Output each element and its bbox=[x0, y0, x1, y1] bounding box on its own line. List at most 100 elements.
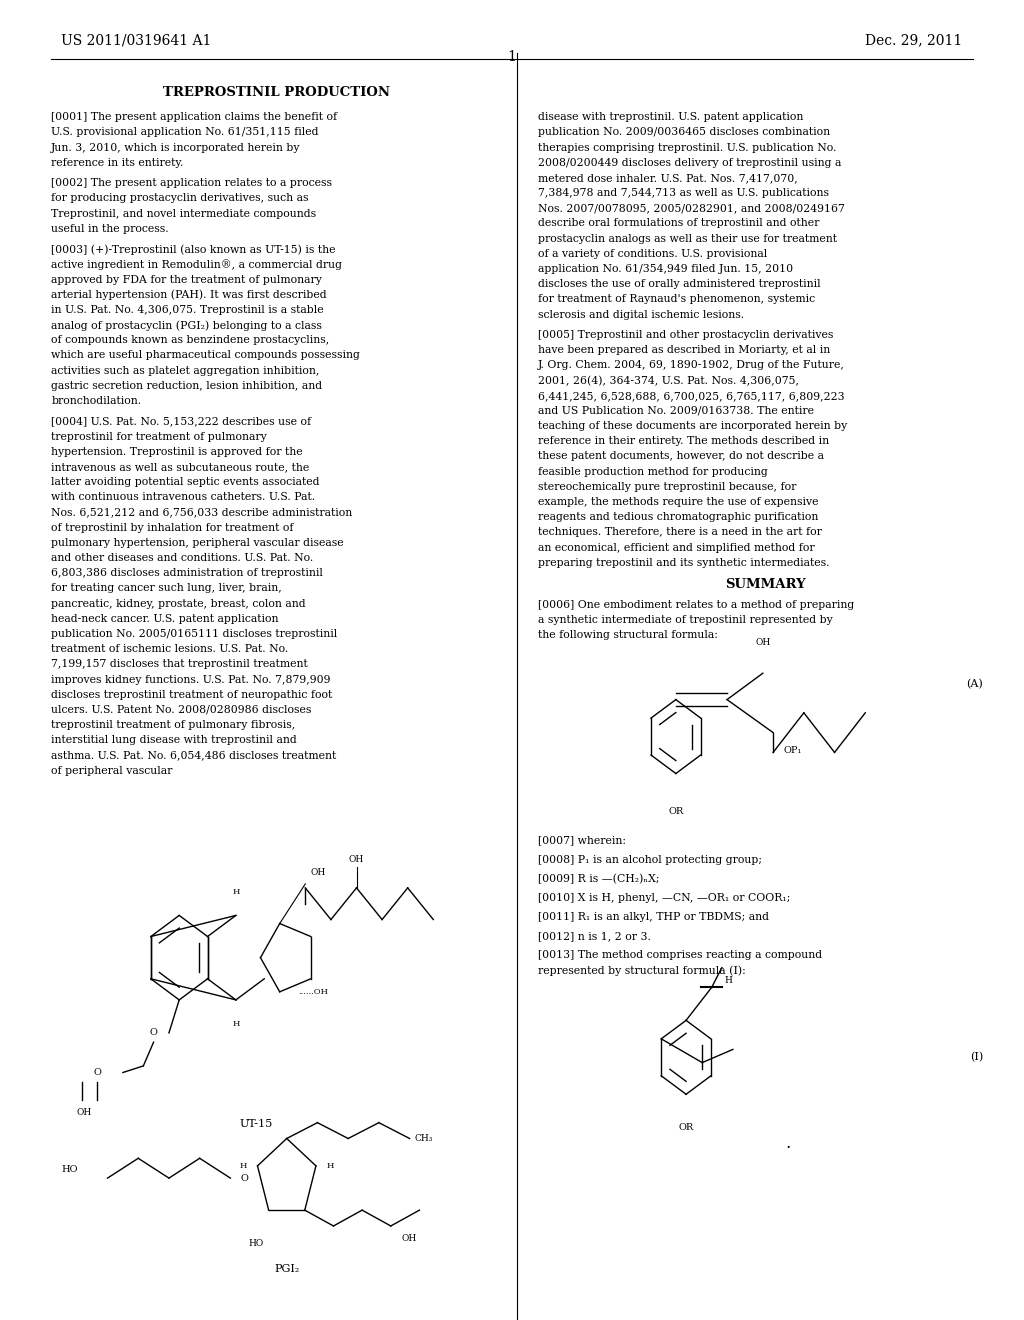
Text: techniques. Therefore, there is a need in the art for: techniques. Therefore, there is a need i… bbox=[538, 527, 821, 537]
Text: ulcers. U.S. Patent No. 2008/0280986 discloses: ulcers. U.S. Patent No. 2008/0280986 dis… bbox=[51, 705, 311, 715]
Text: [0011] R₁ is an alkyl, THP or TBDMS; and: [0011] R₁ is an alkyl, THP or TBDMS; and bbox=[538, 912, 769, 923]
Text: disease with treprostinil. U.S. patent application: disease with treprostinil. U.S. patent a… bbox=[538, 112, 803, 123]
Text: hypertension. Treprostinil is approved for the: hypertension. Treprostinil is approved f… bbox=[51, 446, 303, 457]
Text: [0001] The present application claims the benefit of: [0001] The present application claims th… bbox=[51, 112, 337, 123]
Text: H: H bbox=[232, 887, 240, 895]
Text: OH: OH bbox=[310, 869, 326, 878]
Text: analog of prostacyclin (PGI₂) belonging to a class: analog of prostacyclin (PGI₂) belonging … bbox=[51, 319, 323, 331]
Text: O: O bbox=[150, 1028, 158, 1038]
Text: OH: OH bbox=[77, 1107, 92, 1117]
Text: and other diseases and conditions. U.S. Pat. No.: and other diseases and conditions. U.S. … bbox=[51, 553, 313, 564]
Text: OR: OR bbox=[669, 807, 683, 816]
Text: have been prepared as described in Moriarty, et al in: have been prepared as described in Moria… bbox=[538, 345, 829, 355]
Text: reagents and tedious chromatographic purification: reagents and tedious chromatographic pur… bbox=[538, 512, 818, 523]
Text: 1: 1 bbox=[508, 50, 516, 65]
Text: Dec. 29, 2011: Dec. 29, 2011 bbox=[865, 33, 963, 48]
Text: of treprostinil by inhalation for treatment of: of treprostinil by inhalation for treatm… bbox=[51, 523, 294, 533]
Text: Nos. 6,521,212 and 6,756,033 describe administration: Nos. 6,521,212 and 6,756,033 describe ad… bbox=[51, 507, 352, 517]
Text: OP₁: OP₁ bbox=[783, 746, 802, 755]
Text: and US Publication No. 2009/0163738. The entire: and US Publication No. 2009/0163738. The… bbox=[538, 405, 814, 416]
Text: an economical, efficient and simplified method for: an economical, efficient and simplified … bbox=[538, 543, 814, 553]
Text: latter avoiding potential septic events associated: latter avoiding potential septic events … bbox=[51, 477, 319, 487]
Text: these patent documents, however, do not describe a: these patent documents, however, do not … bbox=[538, 451, 823, 462]
Text: (I): (I) bbox=[970, 1052, 983, 1063]
Text: reference in their entirety. The methods described in: reference in their entirety. The methods… bbox=[538, 436, 828, 446]
Text: represented by structural formula (I):: represented by structural formula (I): bbox=[538, 965, 745, 977]
Text: sclerosis and digital ischemic lesions.: sclerosis and digital ischemic lesions. bbox=[538, 309, 743, 319]
Text: OH: OH bbox=[349, 855, 365, 865]
Text: 2008/0200449 discloses delivery of treprostinil using a: 2008/0200449 discloses delivery of trepr… bbox=[538, 157, 841, 168]
Text: OR: OR bbox=[679, 1123, 693, 1133]
Text: bronchodilation.: bronchodilation. bbox=[51, 396, 141, 407]
Text: [0007] wherein:: [0007] wherein: bbox=[538, 836, 626, 846]
Text: for producing prostacyclin derivatives, such as: for producing prostacyclin derivatives, … bbox=[51, 193, 308, 203]
Text: activities such as platelet aggregation inhibition,: activities such as platelet aggregation … bbox=[51, 366, 319, 376]
Text: H: H bbox=[240, 1162, 247, 1170]
Text: in U.S. Pat. No. 4,306,075. Treprostinil is a stable: in U.S. Pat. No. 4,306,075. Treprostinil… bbox=[51, 305, 324, 315]
Text: arterial hypertension (PAH). It was first described: arterial hypertension (PAH). It was firs… bbox=[51, 289, 327, 301]
Text: (A): (A) bbox=[967, 678, 983, 689]
Text: U.S. provisional application No. 61/351,115 filed: U.S. provisional application No. 61/351,… bbox=[51, 127, 318, 137]
Text: for treating cancer such lung, liver, brain,: for treating cancer such lung, liver, br… bbox=[51, 583, 282, 594]
Text: [0010] X is H, phenyl, —CN, —OR₁ or COOR₁;: [0010] X is H, phenyl, —CN, —OR₁ or COOR… bbox=[538, 892, 790, 903]
Text: 2001, 26(4), 364-374, U.S. Pat. Nos. 4,306,075,: 2001, 26(4), 364-374, U.S. Pat. Nos. 4,3… bbox=[538, 375, 799, 385]
Text: discloses treprostinil treatment of neuropathic foot: discloses treprostinil treatment of neur… bbox=[51, 689, 333, 700]
Text: metered dose inhaler. U.S. Pat. Nos. 7,417,070,: metered dose inhaler. U.S. Pat. Nos. 7,4… bbox=[538, 173, 798, 183]
Text: of a variety of conditions. U.S. provisional: of a variety of conditions. U.S. provisi… bbox=[538, 248, 767, 259]
Text: [0002] The present application relates to a process: [0002] The present application relates t… bbox=[51, 178, 332, 189]
Text: preparing trepostinil and its synthetic intermediates.: preparing trepostinil and its synthetic … bbox=[538, 557, 829, 568]
Text: example, the methods require the use of expensive: example, the methods require the use of … bbox=[538, 496, 818, 507]
Text: H: H bbox=[724, 977, 732, 985]
Text: [0005] Treprostinil and other prostacyclin derivatives: [0005] Treprostinil and other prostacycl… bbox=[538, 330, 833, 341]
Text: active ingredient in Remodulin®, a commercial drug: active ingredient in Remodulin®, a comme… bbox=[51, 259, 342, 271]
Text: reference in its entirety.: reference in its entirety. bbox=[51, 157, 183, 168]
Text: interstitial lung disease with treprostinil and: interstitial lung disease with treprosti… bbox=[51, 735, 297, 746]
Text: 6,803,386 discloses administration of treprostinil: 6,803,386 discloses administration of tr… bbox=[51, 568, 324, 578]
Text: with continuous intravenous catheters. U.S. Pat.: with continuous intravenous catheters. U… bbox=[51, 492, 315, 503]
Text: PGI₂: PGI₂ bbox=[274, 1263, 299, 1274]
Text: OH: OH bbox=[756, 638, 770, 647]
Text: prostacyclin analogs as well as their use for treatment: prostacyclin analogs as well as their us… bbox=[538, 234, 837, 244]
Text: 7,199,157 discloses that treprostinil treatment: 7,199,157 discloses that treprostinil tr… bbox=[51, 659, 308, 669]
Text: ......OH: ......OH bbox=[298, 987, 328, 995]
Text: H: H bbox=[327, 1162, 334, 1170]
Text: HO: HO bbox=[61, 1164, 78, 1173]
Text: feasible production method for producing: feasible production method for producing bbox=[538, 466, 767, 477]
Text: US 2011/0319641 A1: US 2011/0319641 A1 bbox=[61, 33, 212, 48]
Text: TREPROSTINIL PRODUCTION: TREPROSTINIL PRODUCTION bbox=[163, 86, 390, 99]
Text: stereochemically pure treprostinil because, for: stereochemically pure treprostinil becau… bbox=[538, 482, 796, 492]
Text: application No. 61/354,949 filed Jun. 15, 2010: application No. 61/354,949 filed Jun. 15… bbox=[538, 264, 793, 275]
Text: gastric secretion reduction, lesion inhibition, and: gastric secretion reduction, lesion inhi… bbox=[51, 380, 323, 391]
Text: useful in the process.: useful in the process. bbox=[51, 223, 169, 234]
Text: CH₃: CH₃ bbox=[415, 1134, 433, 1143]
Text: of compounds known as benzindene prostacyclins,: of compounds known as benzindene prostac… bbox=[51, 335, 330, 346]
Text: [0013] The method comprises reacting a compound: [0013] The method comprises reacting a c… bbox=[538, 950, 821, 961]
Text: approved by FDA for the treatment of pulmonary: approved by FDA for the treatment of pul… bbox=[51, 275, 323, 285]
Text: [0003] (+)-Treprostinil (also known as UT-15) is the: [0003] (+)-Treprostinil (also known as U… bbox=[51, 244, 336, 255]
Text: O: O bbox=[241, 1173, 249, 1183]
Text: treprostinil treatment of pulmonary fibrosis,: treprostinil treatment of pulmonary fibr… bbox=[51, 719, 296, 730]
Text: publication No. 2005/0165111 discloses treprostinil: publication No. 2005/0165111 discloses t… bbox=[51, 628, 338, 639]
Text: .: . bbox=[785, 1135, 792, 1151]
Text: 7,384,978 and 7,544,713 as well as U.S. publications: 7,384,978 and 7,544,713 as well as U.S. … bbox=[538, 187, 828, 198]
Text: teaching of these documents are incorporated herein by: teaching of these documents are incorpor… bbox=[538, 421, 847, 432]
Text: Jun. 3, 2010, which is incorporated herein by: Jun. 3, 2010, which is incorporated here… bbox=[51, 143, 301, 153]
Text: O: O bbox=[93, 1068, 101, 1077]
Text: H: H bbox=[232, 1019, 240, 1028]
Text: Nos. 2007/0078095, 2005/0282901, and 2008/0249167: Nos. 2007/0078095, 2005/0282901, and 200… bbox=[538, 203, 845, 214]
Text: SUMMARY: SUMMARY bbox=[725, 578, 806, 591]
Text: improves kidney functions. U.S. Pat. No. 7,879,909: improves kidney functions. U.S. Pat. No.… bbox=[51, 675, 331, 685]
Text: discloses the use of orally administered treprostinil: discloses the use of orally administered… bbox=[538, 279, 820, 289]
Text: pulmonary hypertension, peripheral vascular disease: pulmonary hypertension, peripheral vascu… bbox=[51, 537, 344, 548]
Text: publication No. 2009/0036465 discloses combination: publication No. 2009/0036465 discloses c… bbox=[538, 127, 829, 137]
Text: treprostinil for treatment of pulmonary: treprostinil for treatment of pulmonary bbox=[51, 432, 267, 442]
Text: of peripheral vascular: of peripheral vascular bbox=[51, 766, 173, 776]
Text: for treatment of Raynaud's phenomenon, systemic: for treatment of Raynaud's phenomenon, s… bbox=[538, 294, 815, 305]
Text: asthma. U.S. Pat. No. 6,054,486 discloses treatment: asthma. U.S. Pat. No. 6,054,486 disclose… bbox=[51, 750, 337, 760]
Text: [0009] R is —(CH₂)ₙX;: [0009] R is —(CH₂)ₙX; bbox=[538, 874, 659, 884]
Text: intravenous as well as subcutaneous route, the: intravenous as well as subcutaneous rout… bbox=[51, 462, 309, 473]
Text: [0006] One embodiment relates to a method of preparing: [0006] One embodiment relates to a metho… bbox=[538, 599, 854, 610]
Text: therapies comprising treprostinil. U.S. publication No.: therapies comprising treprostinil. U.S. … bbox=[538, 143, 836, 153]
Text: 6,441,245, 6,528,688, 6,700,025, 6,765,117, 6,809,223: 6,441,245, 6,528,688, 6,700,025, 6,765,1… bbox=[538, 391, 844, 401]
Text: head-neck cancer. U.S. patent application: head-neck cancer. U.S. patent applicatio… bbox=[51, 614, 279, 624]
